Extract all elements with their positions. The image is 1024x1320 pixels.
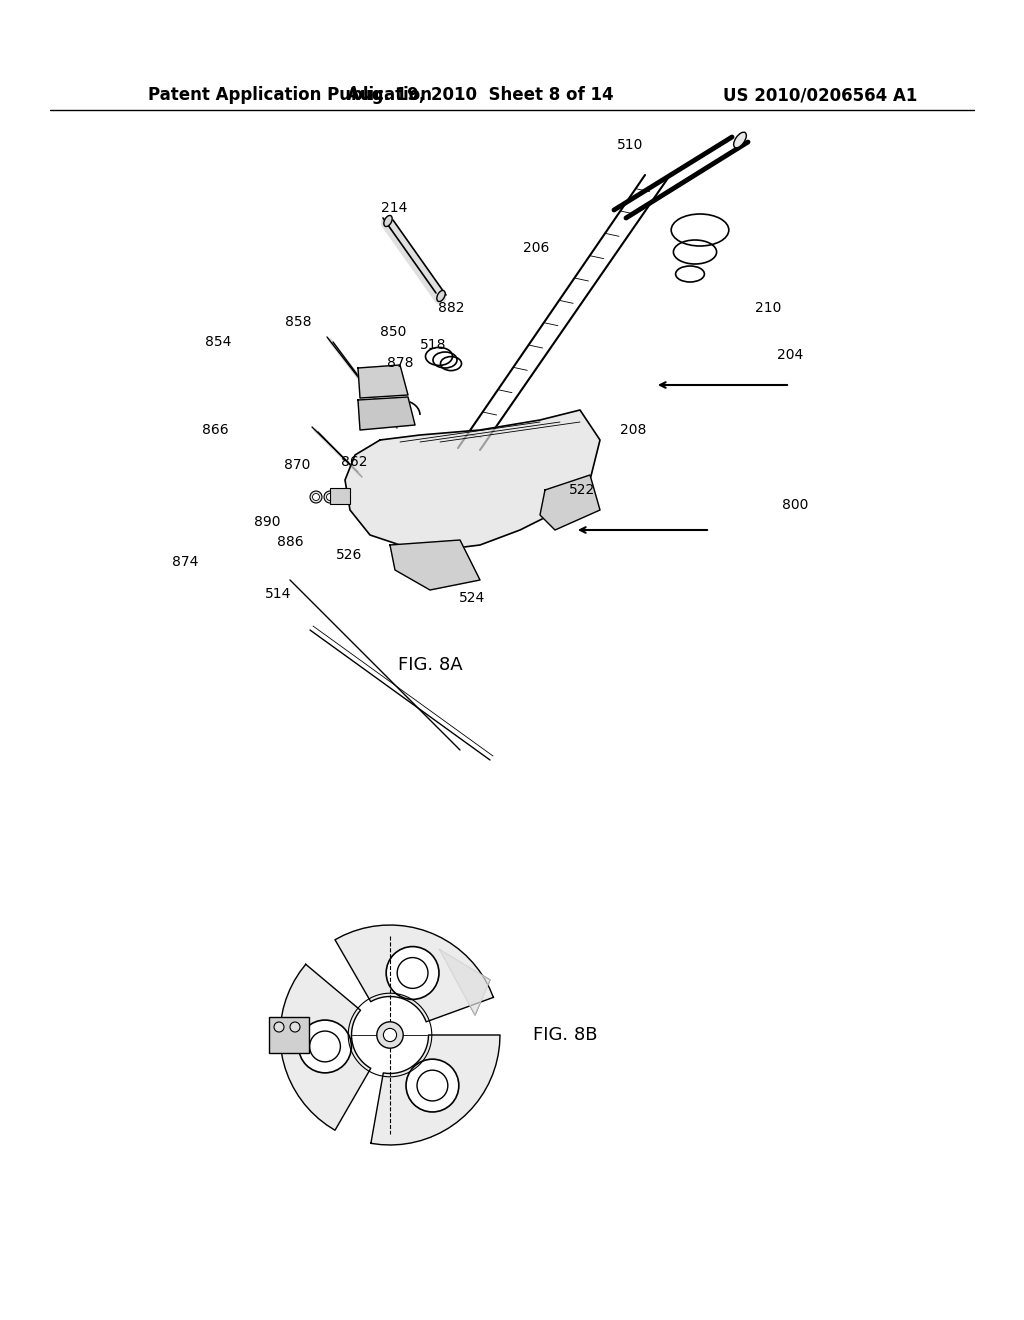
Text: 204: 204 [777,348,803,362]
Text: 866: 866 [202,422,228,437]
Text: 524: 524 [459,591,485,605]
Text: FIG. 8A: FIG. 8A [397,656,462,675]
Circle shape [274,1022,284,1032]
Text: 870: 870 [284,458,310,473]
Circle shape [312,494,319,500]
Polygon shape [358,366,408,399]
Text: Aug. 19, 2010  Sheet 8 of 14: Aug. 19, 2010 Sheet 8 of 14 [347,86,613,104]
Polygon shape [281,965,371,1130]
Text: 210: 210 [755,301,781,315]
Circle shape [299,1020,351,1073]
Text: 800: 800 [781,498,808,512]
Text: 510: 510 [616,139,643,152]
Polygon shape [390,540,480,590]
Bar [269,1016,309,1053]
Text: 518: 518 [420,338,446,352]
Text: 214: 214 [381,201,408,215]
Text: 886: 886 [276,535,303,549]
Text: 206: 206 [523,242,549,255]
Text: 854: 854 [205,335,231,348]
Text: 850: 850 [380,325,407,339]
Text: Patent Application Publication: Patent Application Publication [148,86,432,104]
Polygon shape [345,411,600,550]
Circle shape [327,494,334,500]
Text: 862: 862 [341,455,368,469]
Circle shape [377,1022,403,1048]
Text: 208: 208 [620,422,646,437]
Polygon shape [371,1035,500,1144]
Text: 858: 858 [285,315,311,329]
Ellipse shape [384,215,392,227]
Circle shape [407,1059,459,1111]
Text: 890: 890 [254,515,281,529]
Circle shape [290,1022,300,1032]
Text: 514: 514 [265,587,291,601]
Bar [330,488,350,504]
Circle shape [386,946,439,999]
Text: US 2010/0206564 A1: US 2010/0206564 A1 [723,86,918,104]
Polygon shape [540,475,600,531]
Circle shape [310,491,322,503]
Text: 874: 874 [172,554,199,569]
Polygon shape [335,925,494,1022]
Ellipse shape [437,290,445,301]
Circle shape [338,491,350,503]
Circle shape [324,491,336,503]
Polygon shape [440,950,490,1015]
Text: 882: 882 [437,301,464,315]
Text: FIG. 8B: FIG. 8B [532,1026,597,1044]
Ellipse shape [733,132,746,148]
Text: 526: 526 [336,548,362,562]
Text: 878: 878 [387,356,414,370]
Text: 522: 522 [569,483,595,498]
Polygon shape [358,397,415,430]
Circle shape [383,1028,396,1041]
Circle shape [341,494,347,500]
